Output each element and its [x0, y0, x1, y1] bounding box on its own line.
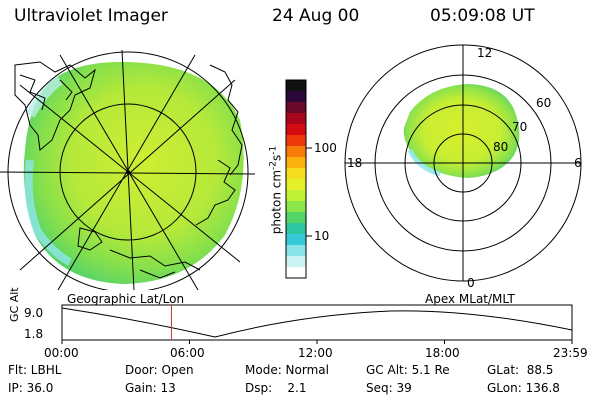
timeline-ytick-bottom: 1.8: [24, 327, 44, 341]
timeline-xtick: 06:00: [170, 346, 205, 360]
colorbar-band: [286, 256, 306, 268]
colorbar-band: [286, 102, 306, 114]
colorbar-band: [286, 223, 306, 235]
time-label: 05:09:08 UT: [430, 6, 535, 26]
gc-alt-info: GC Alt: 5.1 Re: [366, 363, 450, 377]
colorbar-band: [286, 179, 306, 191]
glon-info: GLon: 136.8: [487, 381, 560, 395]
dsp-info: Dsp: 2.1: [245, 381, 307, 395]
altitude-curve: [61, 307, 573, 338]
glat-info: GLat: 88.5: [487, 363, 554, 377]
gain-info: Gain: 13: [125, 381, 176, 395]
lat-label-70: 70: [512, 120, 528, 134]
mlt-label-12: 12: [477, 46, 493, 60]
colorbar-band: [286, 146, 306, 158]
colorbar-band: [286, 267, 306, 279]
mlt-label-18: 18: [347, 156, 363, 170]
colorbar-band: [286, 91, 306, 103]
colorbar-band: [286, 234, 306, 246]
timeline-xtick: 00:00: [44, 346, 79, 360]
colorbar-tick-10: 10: [314, 229, 330, 243]
mode-info: Mode: Normal: [245, 363, 329, 377]
colorbar-band: [286, 190, 306, 202]
mlt-label-0: 0: [467, 276, 475, 290]
timeline-ylabel: GC Alt: [8, 287, 21, 322]
lat-label-80: 80: [493, 140, 509, 154]
lat-label-60: 60: [536, 96, 552, 110]
colorbar-band: [286, 80, 306, 92]
colorbar-band: [286, 212, 306, 224]
mlt-label-6: 6: [574, 156, 582, 170]
ip-info: IP: 36.0: [8, 381, 54, 395]
instrument-title: Ultraviolet Imager: [14, 6, 168, 26]
timeline-xtick: 23:59: [553, 346, 588, 360]
colorbar-band: [286, 135, 306, 147]
left-map-label: Geographic Lat/Lon: [67, 292, 185, 306]
colorbar-band: [286, 124, 306, 136]
colorbar-tick-100: 100: [314, 141, 337, 155]
door-info: Door: Open: [125, 363, 194, 377]
coastline: [14, 61, 96, 151]
colorbar-band: [286, 168, 306, 180]
timeline-xtick: 18:00: [425, 346, 460, 360]
colorbar-band: [286, 201, 306, 213]
timeline-xtick: 12:00: [298, 346, 333, 360]
timeline-ytick-top: 9.0: [24, 306, 44, 320]
colorbar-band: [286, 157, 306, 169]
colorbar-band: [286, 113, 306, 125]
seq-info: Seq: 39: [366, 381, 412, 395]
date-label: 24 Aug 00: [272, 6, 360, 26]
aurora-edge-left: [24, 159, 72, 266]
filter-info: Flt: LBHL: [8, 363, 62, 377]
polar-plot-label: Apex MLat/MLT: [425, 292, 515, 306]
colorbar-band: [286, 245, 306, 257]
